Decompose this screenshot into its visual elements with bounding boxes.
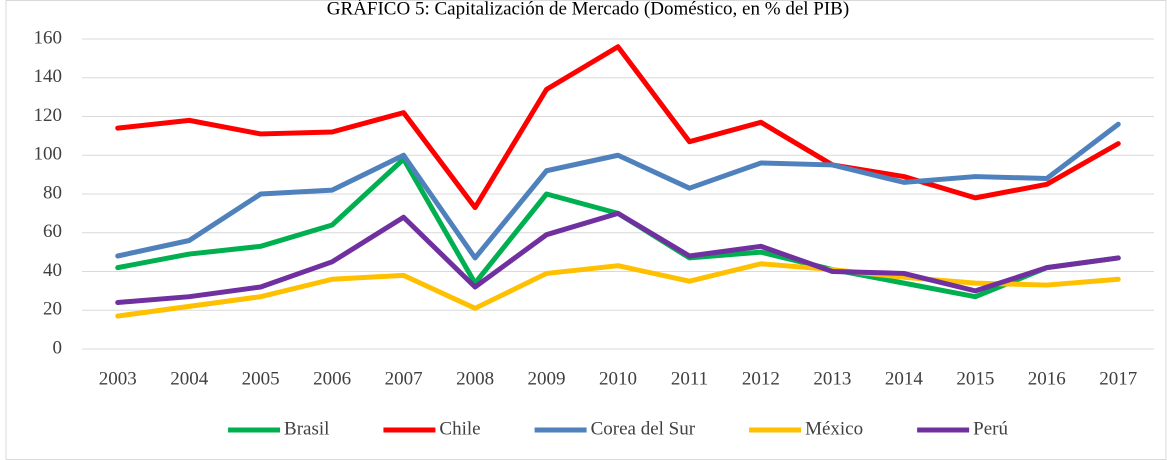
x-tick-label: 2017 [1099, 368, 1137, 389]
legend-label: Brasil [284, 418, 329, 439]
y-tick-label: 120 [34, 105, 63, 126]
series-line [115, 210, 1121, 305]
x-tick-label: 2009 [528, 368, 566, 389]
x-tick-label: 2016 [1028, 368, 1066, 389]
x-tick-label: 2005 [242, 368, 280, 389]
series-line [115, 261, 1121, 319]
x-tick-label: 2010 [599, 368, 637, 389]
x-tick-label: 2004 [170, 368, 209, 389]
legend-label: México [805, 418, 863, 439]
y-tick-label: 60 [43, 221, 62, 242]
y-tick-label: 140 [34, 66, 63, 87]
x-tick-label: 2011 [671, 368, 708, 389]
series-line [115, 156, 1121, 300]
x-tick-label: 2013 [813, 368, 851, 389]
y-tick-label: 160 [34, 27, 63, 48]
x-tick-label: 2012 [742, 368, 780, 389]
series-line [115, 44, 1121, 211]
y-tick-label: 20 [43, 299, 62, 320]
x-tick-label: 2007 [385, 368, 423, 389]
legend-label: Corea del Sur [591, 418, 696, 439]
x-tick-label: 2014 [885, 368, 924, 389]
y-tick-label: 0 [53, 337, 63, 358]
y-tick-label: 40 [43, 260, 62, 281]
y-tick-label: 80 [43, 182, 62, 203]
y-tick-label: 100 [34, 144, 63, 165]
x-tick-label: 2006 [313, 368, 351, 389]
legend-label: Perú [973, 418, 1008, 439]
x-tick-label: 2008 [456, 368, 494, 389]
chart-title: GRÁFICO 5: Capitalización de Mercado (Do… [327, 0, 849, 19]
x-tick-label: 2015 [956, 368, 994, 389]
chart-border [5, 0, 1167, 460]
x-tick-label: 2003 [99, 368, 137, 389]
legend-label: Chile [439, 418, 480, 439]
series-line [115, 121, 1121, 261]
